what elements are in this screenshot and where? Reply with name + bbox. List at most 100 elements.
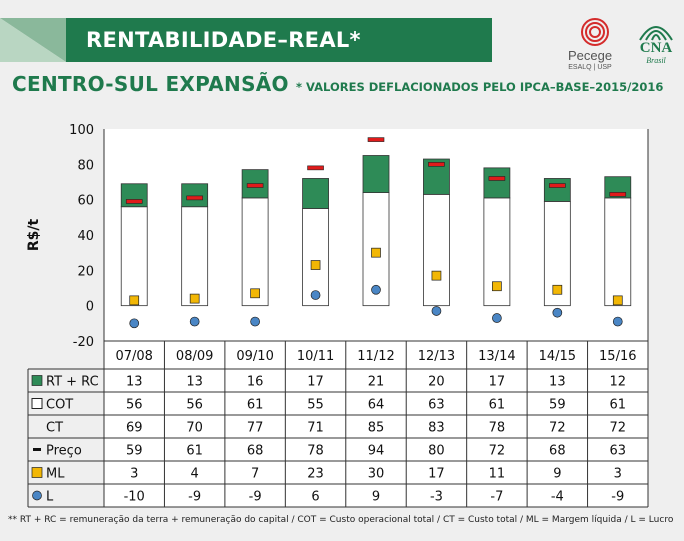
l-marker [492,313,502,323]
ml-marker [189,293,200,304]
table-cell-value: 16 [247,375,264,390]
table-cell-value: 30 [368,467,385,482]
table-cell-value: 11 [489,467,506,482]
table-cell-value: -9 [188,490,201,505]
l-marker [552,307,563,318]
y-tick-label: 40 [77,229,94,244]
table-cell-value: 80 [428,444,445,459]
table-cell-value: -10 [124,490,145,505]
ml-marker [371,247,381,258]
table-cell-value: 63 [428,398,445,413]
table-cell-value: 77 [247,421,264,436]
table-cell-value: -3 [430,490,443,505]
bar-rt-rc [543,178,571,202]
markers-group [125,137,627,329]
category-label: 12/13 [418,349,455,364]
table-cell-value: 9 [553,467,561,482]
pecege-swirl-icon [581,18,609,46]
y-tick-label: 100 [69,123,94,138]
l-marker [310,290,321,300]
category-label: 14/15 [539,349,576,364]
legend-preco-icon [33,448,41,451]
row-label: RT + RC [46,375,99,390]
table-cell-value: 56 [186,398,203,413]
category-label: 13/14 [478,349,515,364]
table-cell-value: 61 [247,398,264,413]
bar-rt-rc [302,178,329,209]
y-axis: -20 0 20 40 60 80 100 [69,123,94,350]
table-cell-value: 4 [191,467,199,482]
header-banner: RENTABILIDADE–REAL* [0,18,492,62]
pecege-logo-name: Pecege [567,48,613,63]
l-marker [189,316,200,327]
category-label: 09/10 [236,349,273,364]
l-marker [431,306,442,316]
table-cell-value: 6 [311,490,319,505]
table-cell-value: 61 [610,398,627,413]
ml-marker [250,288,260,299]
row-label: COT [46,398,73,413]
legend-ml-icon [31,467,43,478]
table-cell-value: 23 [307,467,324,482]
table-cell-value: 12 [610,375,627,390]
row-label: Preço [46,444,82,459]
preco-marker [609,192,627,197]
preco-marker [367,137,385,142]
table-cell-value: 59 [126,444,143,459]
l-marker [612,316,623,327]
table-cell-value: -4 [551,490,564,505]
table-cell-value: 13 [126,375,143,390]
ml-marker [431,270,442,281]
legend-rt-rc-icon [31,375,43,386]
y-tick-label: 60 [77,194,94,209]
legend-cot-icon [31,398,43,409]
table-cell-value: 72 [489,444,506,459]
bars-group [120,155,632,307]
table-cell-value: 56 [126,398,143,413]
ml-marker [552,284,563,295]
bar-cot [302,208,329,307]
bar-cot [604,197,632,307]
bar-cot [120,206,148,307]
table-cell-value: 63 [610,444,627,459]
table-cell-value: 21 [368,375,385,390]
cna-logo: CNA Brasil [634,18,678,70]
preco-marker [549,183,566,188]
category-label: 11/12 [357,349,394,364]
category-label: 15/16 [599,349,636,364]
cna-leaf-icon [639,26,673,41]
l-marker [129,318,140,329]
table-cell-value: 61 [186,444,203,459]
row-label: CT [46,421,63,436]
banner-title: RENTABILIDADE–REAL* [86,28,361,52]
pecege-logo-subtitle: ESALQ | USP [568,64,612,71]
banner-shape [0,18,492,62]
table-cell-value: 71 [307,421,324,436]
y-tick-label: -20 [73,335,94,350]
bar-cot [423,193,450,307]
table-cell-value: 3 [614,467,622,482]
category-label: 08/09 [176,349,213,364]
table-cell-value: 13 [549,375,566,390]
table-cell-value: 59 [549,398,566,413]
y-tick-label: 80 [77,158,94,173]
table-cell-value: 69 [126,421,143,436]
table-cell-value: 7 [251,467,259,482]
row-label: ML [46,467,65,482]
ml-marker [492,281,502,292]
table-cell-value: 55 [307,398,324,413]
table-cell-value: 64 [368,398,385,413]
preco-marker [186,195,203,201]
y-axis-label: R$/t [26,219,42,252]
table-cell-value: 13 [186,375,203,390]
l-marker [371,284,381,295]
preco-marker [488,176,506,181]
table-cell-value: -7 [490,490,503,505]
table-cell-value: 17 [428,467,445,482]
table-cell-value: -9 [249,490,262,505]
table-cell-value: 20 [428,375,445,390]
y-tick-label: 20 [77,264,94,279]
page-subtitle: * VALORES DEFLACIONADOS PELO IPCA–BASE–2… [296,80,664,94]
cna-logo-name: CNA [639,40,673,56]
